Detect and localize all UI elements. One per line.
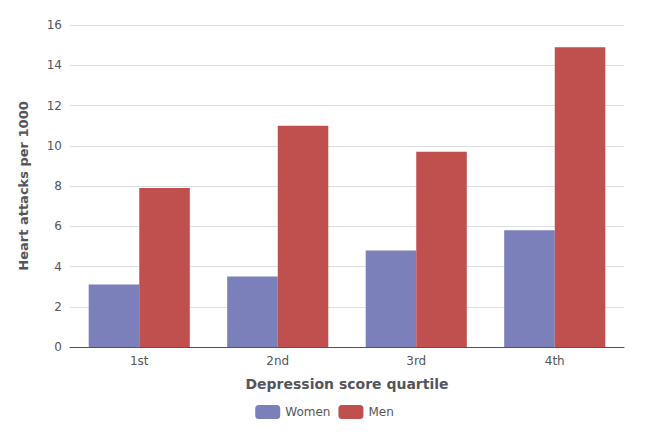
svg-text:6: 6 bbox=[54, 219, 62, 233]
svg-text:14: 14 bbox=[47, 58, 62, 72]
svg-text:16: 16 bbox=[47, 18, 62, 32]
svg-text:12: 12 bbox=[47, 99, 62, 113]
svg-text:8: 8 bbox=[54, 179, 62, 193]
svg-text:Heart attacks per 1000: Heart attacks per 1000 bbox=[16, 101, 31, 270]
svg-text:Women: Women bbox=[285, 405, 330, 419]
svg-text:2: 2 bbox=[54, 300, 62, 314]
svg-text:1st: 1st bbox=[130, 354, 149, 368]
svg-text:4th: 4th bbox=[545, 354, 565, 368]
svg-text:Men: Men bbox=[368, 405, 393, 419]
svg-text:0: 0 bbox=[54, 340, 62, 354]
svg-text:Depression score quartile: Depression score quartile bbox=[245, 376, 448, 392]
svg-text:2nd: 2nd bbox=[266, 354, 289, 368]
svg-text:3rd: 3rd bbox=[406, 354, 426, 368]
svg-text:4: 4 bbox=[54, 260, 62, 274]
svg-text:10: 10 bbox=[47, 139, 62, 153]
